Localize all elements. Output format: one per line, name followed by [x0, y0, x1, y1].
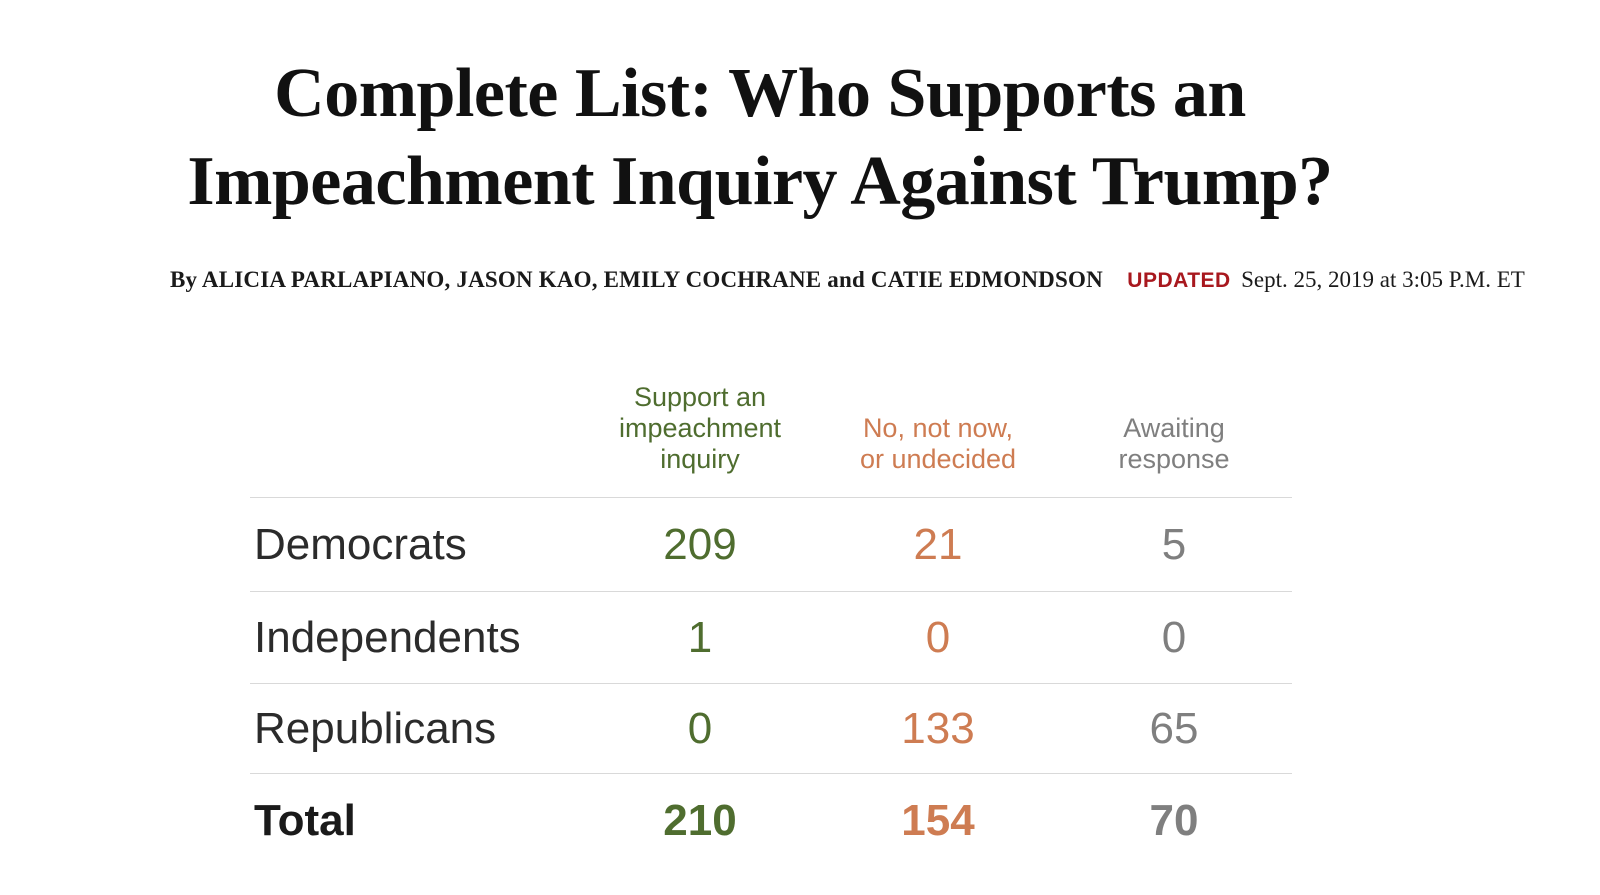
no-count: 133 — [901, 703, 975, 753]
headline-line-2: Impeachment Inquiry Against Trump? — [187, 143, 1333, 220]
support-count: 210 — [663, 796, 737, 845]
updated-timestamp: Sept. 25, 2019 at 3:05 P.M. ET — [1241, 267, 1525, 292]
support-count: 209 — [663, 519, 737, 569]
table-row-independents: Independents 1 0 0 — [250, 591, 1292, 683]
no-count: 0 — [925, 612, 951, 662]
row-label: Total — [254, 796, 356, 845]
table-row-republicans: Republicans 0 133 65 — [250, 683, 1292, 773]
row-label: Republicans — [254, 703, 497, 753]
article: Complete List: Who Supports an Impeachme… — [165, 50, 1525, 868]
no-count: 154 — [901, 796, 975, 845]
no-count: 21 — [913, 519, 963, 569]
byline-authors: By ALICIA PARLAPIANO, JASON KAO, EMILY C… — [170, 267, 1103, 292]
page-title: Complete List: Who Supports an Impeachme… — [165, 50, 1355, 226]
headline-line-1: Complete List: Who Supports an — [274, 55, 1246, 132]
table-row-democrats: Democrats 209 21 5 — [250, 497, 1292, 591]
support-table: Support an impeachment inquiry No, not n… — [250, 382, 1292, 868]
row-label: Independents — [254, 612, 521, 662]
table-header-row: Support an impeachment inquiry No, not n… — [250, 382, 1292, 497]
support-count: 0 — [687, 703, 713, 753]
updated-label: UPDATED — [1127, 269, 1231, 292]
row-label: Democrats — [254, 519, 467, 569]
awaiting-count: 0 — [1161, 612, 1187, 662]
awaiting-count: 70 — [1149, 796, 1199, 845]
column-header-no: No, not now, or undecided — [859, 413, 1017, 474]
awaiting-count: 5 — [1161, 519, 1187, 569]
support-count: 1 — [687, 612, 713, 662]
column-header-support: Support an impeachment inquiry — [618, 382, 782, 474]
byline: By ALICIA PARLAPIANO, JASON KAO, EMILY C… — [165, 266, 1525, 294]
awaiting-count: 65 — [1149, 703, 1199, 753]
column-header-awaiting: Awaiting response — [1118, 413, 1230, 474]
table-row-total: Total 210 154 70 — [250, 773, 1292, 868]
